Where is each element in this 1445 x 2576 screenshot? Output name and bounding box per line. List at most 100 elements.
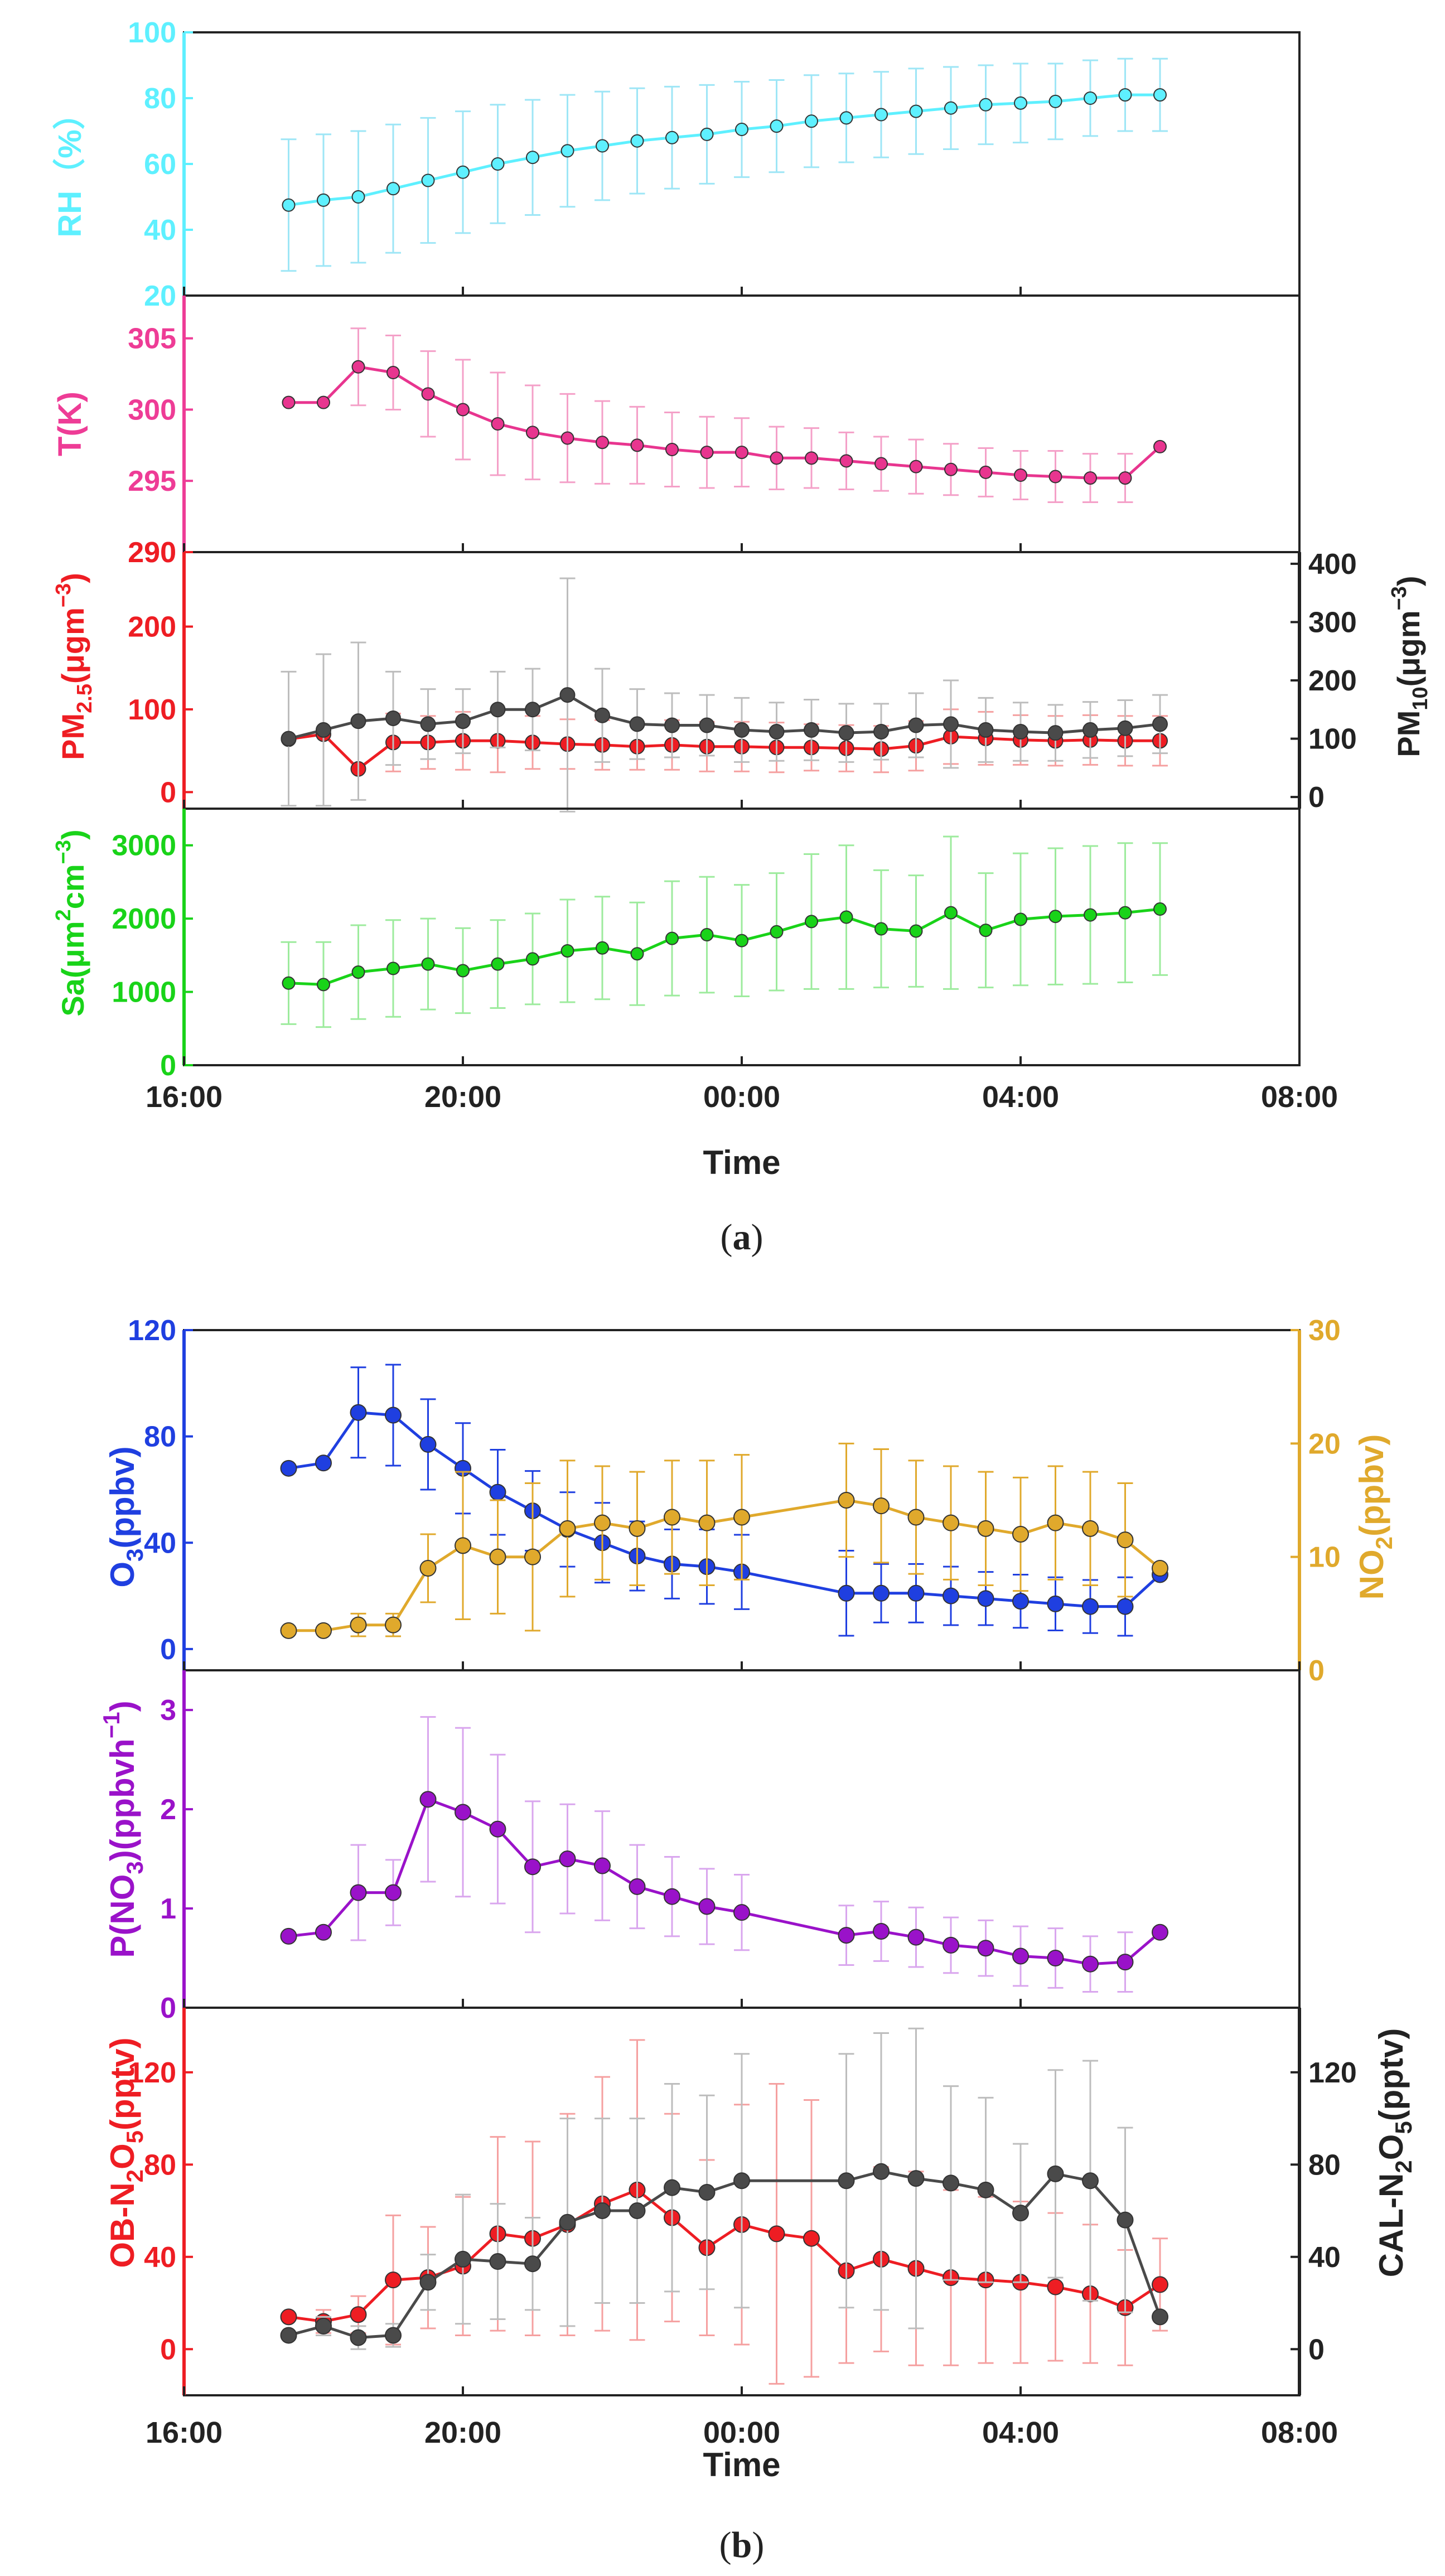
n2o5-y-ticks: 0 40 80 120 <box>128 2057 193 2366</box>
data-point <box>280 1622 297 1639</box>
data-point <box>350 1884 367 1901</box>
data-point <box>1012 1526 1029 1543</box>
data-point <box>385 1884 402 1901</box>
data-point <box>280 1927 297 1945</box>
o3-y-axis-title: O3(ppbv) <box>104 1446 148 1587</box>
data-point <box>630 947 644 961</box>
pm-chart: 0 100 200 290 0 100 200 300 400 <box>128 537 1357 814</box>
series-O3 <box>280 1364 1168 1637</box>
data-point <box>873 1584 890 1602</box>
data-point <box>560 431 574 445</box>
data-point <box>526 151 539 165</box>
data-point <box>456 403 470 417</box>
data-point <box>351 190 365 204</box>
n2o5-y2-tick-label: 40 <box>1308 2241 1341 2274</box>
data-point <box>734 722 750 738</box>
data-point <box>317 978 330 992</box>
data-point <box>1047 1595 1064 1612</box>
x-tick-label: 20:00 <box>424 1080 501 1114</box>
data-point <box>839 111 853 125</box>
data-point <box>524 1858 541 1876</box>
data-point <box>698 2183 716 2201</box>
data-point <box>1082 1955 1099 1973</box>
data-point <box>351 360 365 374</box>
pm-y-tick-label: 0 <box>160 776 176 809</box>
data-point <box>874 108 888 122</box>
data-point <box>455 2250 471 2268</box>
series-RH <box>281 57 1168 272</box>
data-point <box>491 417 505 431</box>
data-point <box>1047 1514 1064 1531</box>
pm-y2-tick-label: 400 <box>1308 548 1357 581</box>
data-point <box>526 426 539 439</box>
pm-y2-ticks: 0 100 200 300 400 <box>1291 548 1357 814</box>
pm10-y-axis-title: PM10(μgm−3) <box>1388 576 1432 757</box>
series-PM2.5 <box>281 708 1168 777</box>
x-tick-label: 16:00 <box>146 2416 223 2449</box>
data-point <box>1153 902 1167 916</box>
data-point <box>456 165 470 179</box>
sa-y-tick-label: 1000 <box>112 977 176 1009</box>
data-point <box>595 707 610 723</box>
data-point <box>664 717 680 733</box>
data-point <box>907 2170 925 2187</box>
panel-b-x-axis-title: Time <box>703 2446 781 2483</box>
series-line <box>288 2170 1162 2340</box>
data-point <box>907 1584 925 1602</box>
series-T <box>282 327 1167 504</box>
panel-b-x-ticks: 16:00 20:00 00:00 04:00 08:00 <box>146 2416 1338 2449</box>
data-point <box>1047 2165 1064 2182</box>
data-point <box>386 366 400 379</box>
x-tick-label: 04:00 <box>982 2416 1059 2449</box>
series-line <box>288 2188 1161 2323</box>
data-point <box>1013 724 1028 740</box>
data-point <box>1152 2308 1168 2326</box>
data-point <box>350 2306 367 2323</box>
o3no2-chart: 0 40 80 120 0 10 20 30 <box>128 1314 1341 1687</box>
data-point <box>1152 716 1168 732</box>
rh-chart: 20 40 60 80 100 <box>128 17 1301 312</box>
data-point <box>350 2329 367 2346</box>
data-point <box>665 131 679 144</box>
data-point <box>1082 1520 1099 1537</box>
data-point <box>1012 2205 1029 2222</box>
data-point <box>1048 470 1062 484</box>
t-chart: 290 295 300 305 <box>128 294 1301 569</box>
data-point <box>280 1459 297 1477</box>
rh-y-tick-label: 80 <box>144 83 176 115</box>
data-point <box>491 957 505 971</box>
data-point <box>282 976 296 990</box>
data-point <box>1084 908 1097 922</box>
data-point <box>421 957 435 971</box>
series-P(NO3) <box>280 1716 1168 1993</box>
rh-y-tick-label: 40 <box>144 214 176 247</box>
data-point <box>943 1587 959 1604</box>
data-point <box>1014 468 1027 482</box>
data-point <box>526 952 539 966</box>
data-point <box>1047 2278 1064 2295</box>
data-point <box>1082 722 1098 738</box>
data-point <box>421 387 435 401</box>
data-point <box>455 1537 471 1554</box>
data-point <box>909 104 923 118</box>
o3no2-y2-tick-label: 20 <box>1308 1428 1341 1460</box>
data-point <box>1047 725 1064 741</box>
data-point <box>1082 2172 1099 2190</box>
data-point <box>559 687 576 703</box>
data-point <box>1117 1531 1134 1549</box>
rh-y-axis-title: RH（%） <box>52 97 88 237</box>
data-point <box>803 2230 820 2247</box>
t-y-tick-label: 305 <box>128 323 176 355</box>
o3no2-y2-tick-label: 10 <box>1308 1541 1341 1574</box>
data-point <box>943 1514 959 1531</box>
data-point <box>1012 1947 1029 1965</box>
data-point <box>943 716 959 732</box>
data-point <box>1047 1950 1064 1967</box>
data-point <box>630 134 644 148</box>
data-point <box>629 1878 646 1895</box>
data-point <box>1084 471 1097 485</box>
data-point <box>944 462 958 476</box>
data-point <box>629 1520 646 1537</box>
data-point <box>943 1936 959 1954</box>
